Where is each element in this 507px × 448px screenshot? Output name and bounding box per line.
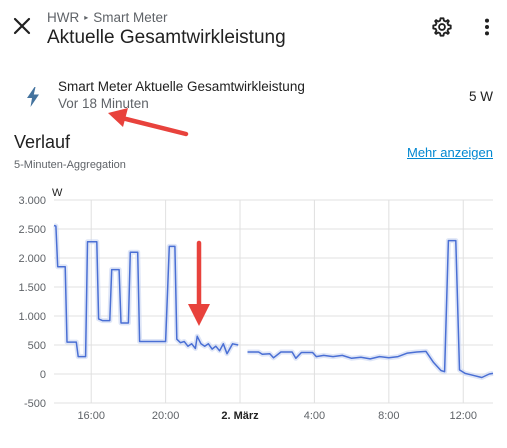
entity-state: 5 W <box>468 89 493 104</box>
y-tick-label: 2.000 <box>18 253 46 265</box>
y-tick-label: 3.000 <box>18 195 46 207</box>
close-icon[interactable] <box>10 14 34 38</box>
breadcrumb-device[interactable]: Smart Meter <box>93 10 168 25</box>
entity-row[interactable]: Smart Meter Aktuelle Gesamtwirkleistung … <box>0 72 507 122</box>
gear-icon[interactable] <box>431 16 453 38</box>
series-line <box>247 239 494 379</box>
series-line <box>53 224 239 358</box>
entity-name: Smart Meter Aktuelle Gesamtwirkleistung <box>58 79 305 94</box>
dialog-header: HWR ▸ Smart Meter Aktuelle Gesamtwirkleist… <box>0 0 507 62</box>
x-tick-label: 20:00 <box>152 410 180 422</box>
x-tick-label: 2. März <box>221 410 259 422</box>
entity-last-changed: Vor 18 Minuten <box>58 96 149 111</box>
history-chart[interactable]: -500 0 500 1.000 1.500 2.000 2.500 3.000 16:00 20… <box>0 180 507 448</box>
history-subtitle: 5-Minuten-Aggregation <box>14 159 126 171</box>
x-tick-label: 8:00 <box>378 410 399 422</box>
series-range-band <box>53 223 239 360</box>
lightning-bolt-icon <box>27 87 39 107</box>
more-vert-icon[interactable] <box>476 16 498 38</box>
breadcrumb-separator-icon: ▸ <box>84 13 89 22</box>
x-tick-label: 12:00 <box>449 410 477 422</box>
y-tick-label: -500 <box>24 398 46 410</box>
show-more-link[interactable]: Mehr anzeigen <box>407 145 493 160</box>
y-tick-label: 1.500 <box>18 282 46 294</box>
x-tick-label: 16:00 <box>77 410 105 422</box>
dialog-title: Aktuelle Gesamtwirkleistung <box>47 27 286 48</box>
history-title: Verlauf <box>14 132 71 152</box>
y-tick-label: 1.000 <box>18 311 46 323</box>
breadcrumb: HWR ▸ Smart Meter <box>47 10 168 25</box>
y-axis-label: W <box>52 187 63 199</box>
y-tick-label: 500 <box>28 340 46 352</box>
y-tick-label: 2.500 <box>18 224 46 236</box>
x-tick-label: 4:00 <box>304 410 325 422</box>
y-tick-label: 0 <box>40 369 46 381</box>
breadcrumb-area[interactable]: HWR <box>47 10 80 25</box>
